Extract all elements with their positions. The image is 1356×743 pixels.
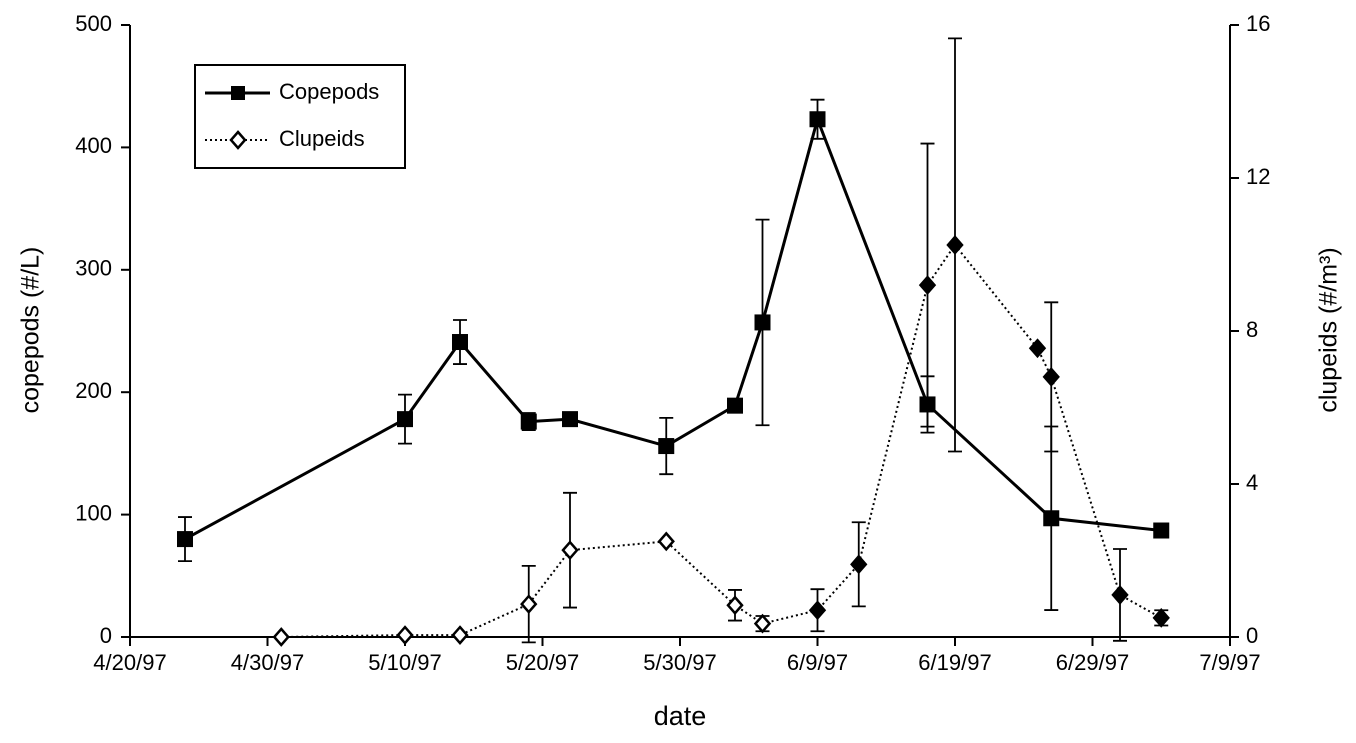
marker	[397, 411, 413, 428]
y2-tick-label: 16	[1246, 11, 1270, 36]
y2-tick-label: 12	[1246, 164, 1270, 189]
marker	[946, 235, 964, 255]
legend-marker	[229, 130, 247, 150]
marker	[658, 438, 675, 455]
legend-marker	[231, 86, 245, 100]
y2-axis-label: clupeids (#/m³)	[1315, 247, 1343, 412]
y2-tick-label: 4	[1246, 470, 1258, 495]
x-tick-label: 5/20/97	[506, 650, 579, 675]
series-line	[184, 114, 1162, 541]
marker	[727, 397, 743, 414]
y2-tick-label: 0	[1246, 623, 1258, 648]
legend-box	[194, 64, 406, 169]
marker	[177, 531, 193, 548]
legend-label: Copepods	[279, 79, 379, 104]
marker	[850, 554, 868, 575]
x-tick-label: 6/9/97	[787, 650, 848, 675]
x-axis-label: date	[654, 701, 707, 731]
marker	[520, 413, 537, 430]
marker	[520, 594, 538, 615]
marker	[726, 595, 744, 616]
marker	[809, 111, 826, 128]
marker	[451, 625, 469, 645]
marker	[1043, 510, 1060, 527]
marker	[1042, 367, 1060, 387]
marker	[396, 625, 414, 645]
y-tick-label: 500	[75, 11, 112, 36]
marker	[561, 540, 579, 561]
marker	[452, 334, 468, 351]
x-tick-label: 5/10/97	[368, 650, 441, 675]
y-tick-label: 0	[100, 623, 112, 648]
marker	[272, 627, 290, 647]
x-tick-label: 7/9/97	[1199, 650, 1260, 675]
y2-tick-label: 8	[1246, 317, 1258, 342]
y-tick-label: 400	[75, 133, 112, 158]
marker	[1111, 585, 1129, 605]
x-tick-label: 6/19/97	[918, 650, 991, 675]
marker	[562, 411, 578, 428]
marker	[1028, 338, 1047, 359]
marker	[1153, 522, 1170, 539]
marker	[918, 275, 937, 295]
marker	[808, 600, 827, 621]
y-tick-label: 100	[75, 500, 112, 525]
marker	[1152, 607, 1170, 628]
marker	[657, 531, 675, 552]
y-axis-label: copepods (#/L)	[17, 247, 45, 414]
marker	[754, 314, 771, 331]
legend-label: Clupeids	[279, 126, 365, 151]
x-tick-label: 4/20/97	[93, 650, 166, 675]
series-line	[281, 243, 1162, 638]
x-tick-label: 6/29/97	[1056, 650, 1129, 675]
y-tick-label: 300	[75, 256, 112, 281]
x-tick-label: 5/30/97	[643, 650, 716, 675]
x-tick-label: 4/30/97	[231, 650, 304, 675]
y-tick-label: 200	[75, 378, 112, 403]
marker	[753, 613, 772, 634]
